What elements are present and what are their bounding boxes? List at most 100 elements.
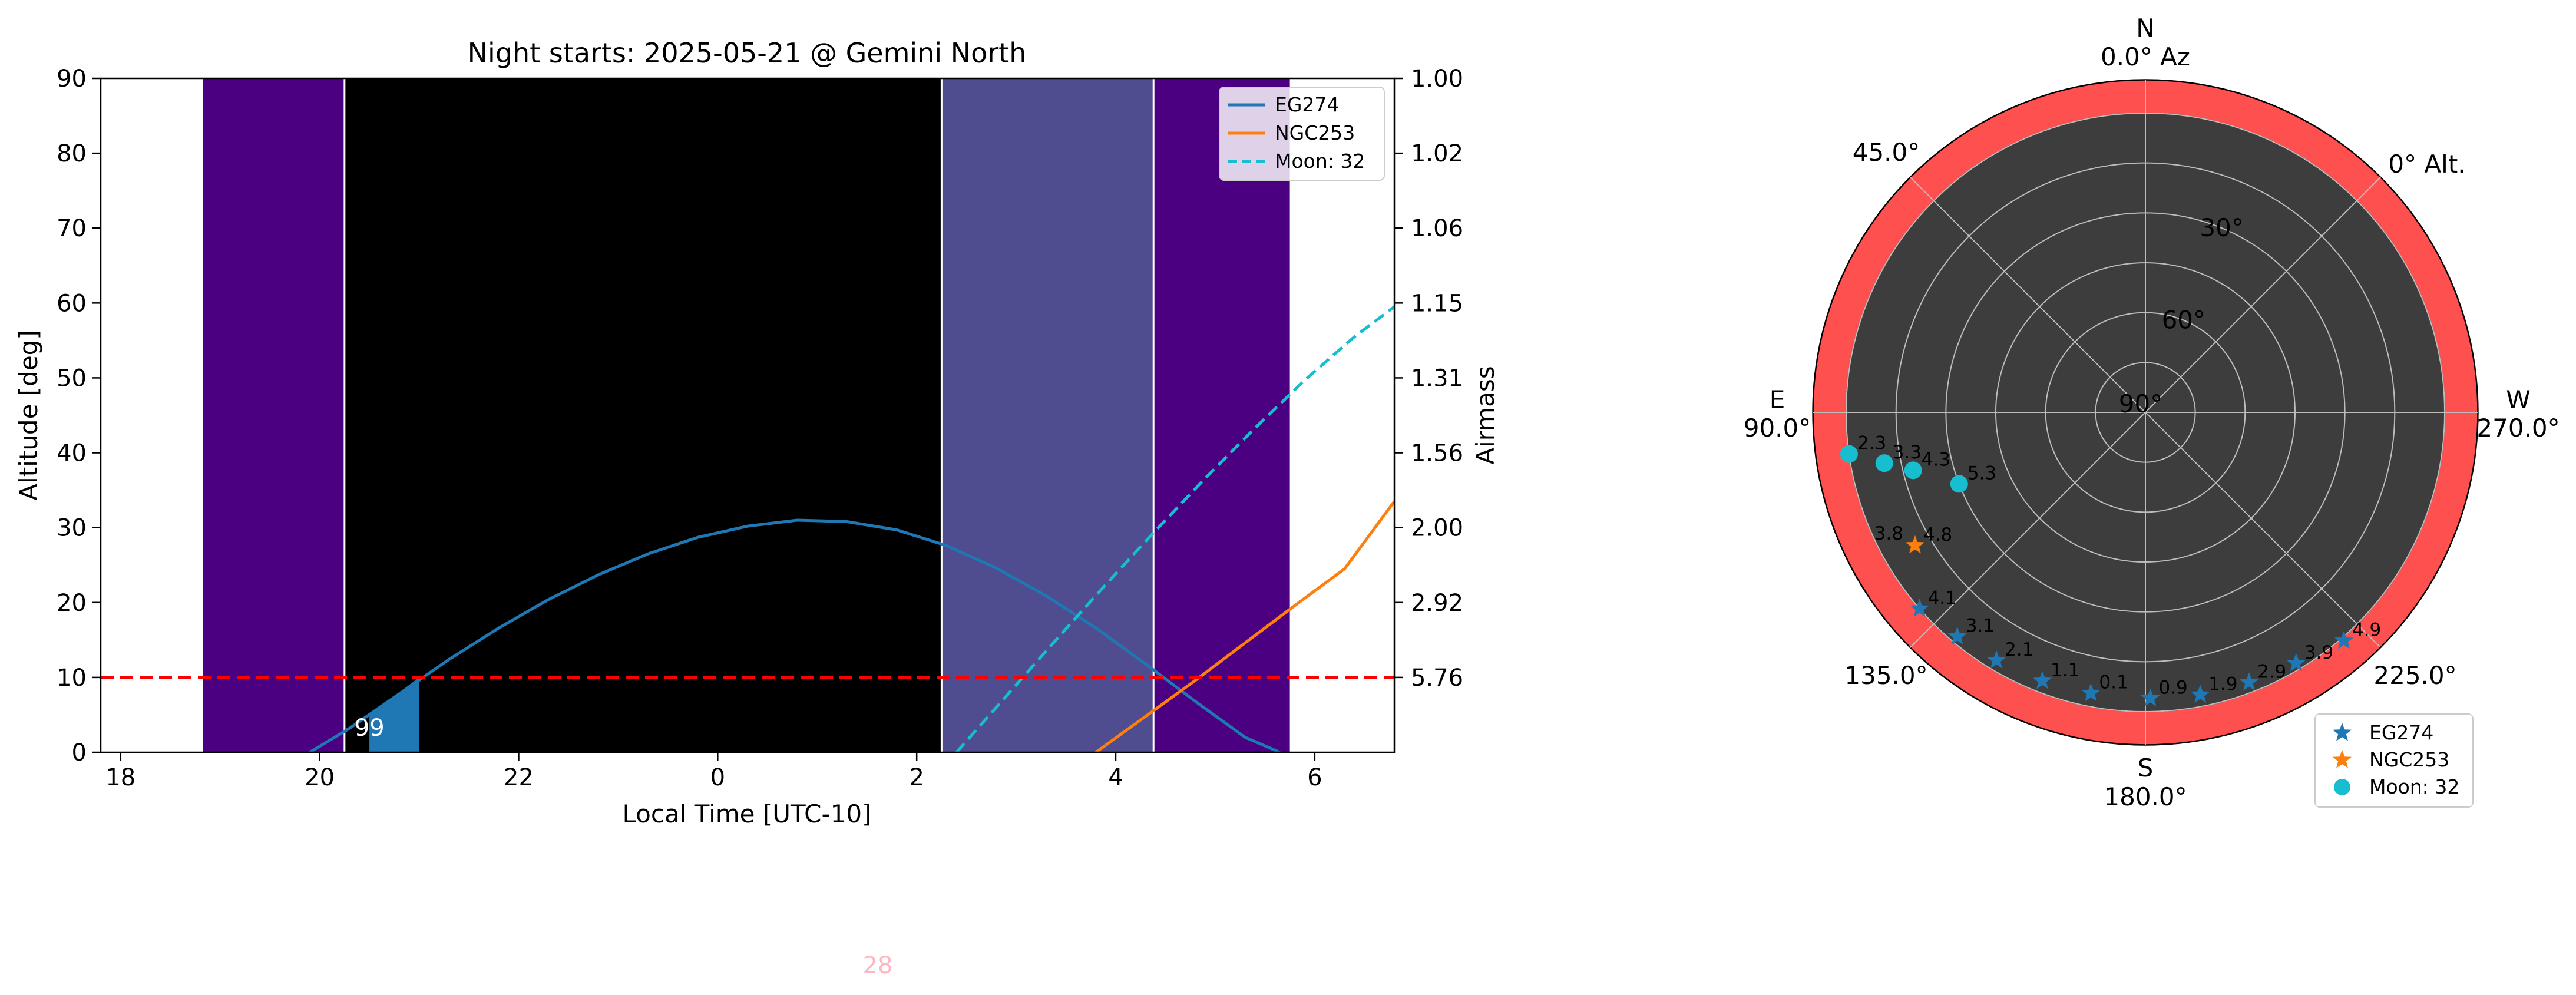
ring-label: 30° bbox=[2200, 213, 2243, 242]
point-label-eg274: 3.1 bbox=[1966, 616, 1995, 637]
x-axis-label: Local Time [UTC-10] bbox=[623, 799, 872, 828]
y-axis: 0 10 20 30 40 50 60 70 80 90 bbox=[57, 65, 101, 766]
stray-number-label: 28 bbox=[863, 952, 893, 979]
airmass-tick-label: 1.15 bbox=[1411, 290, 1463, 317]
legend-entry: EG274 bbox=[2369, 721, 2433, 744]
y-tick-label: 10 bbox=[57, 665, 87, 692]
legend-swatch bbox=[2334, 779, 2350, 795]
series-line-ngc253 bbox=[1094, 500, 1394, 752]
compass-south-az: 180.0° bbox=[2104, 782, 2187, 811]
point-label-ngc253: 4.8 bbox=[1923, 524, 1952, 546]
compass-north: N bbox=[2136, 14, 2154, 42]
point-label-eg274: 4.9 bbox=[2352, 620, 2381, 641]
observable-fill-shape bbox=[369, 677, 419, 752]
airmass-tick-label: 5.76 bbox=[1411, 665, 1463, 692]
compass-east: E bbox=[1770, 385, 1785, 414]
point-moon-32 bbox=[1950, 475, 1968, 493]
point-label-moon-32: 3.3 bbox=[1893, 442, 1922, 463]
point-label-eg274: 4.1 bbox=[1928, 587, 1957, 609]
airmass-axis: 5.76 2.92 2.00 1.56 1.31 1.15 1.06 1.02 1.00 bbox=[1394, 65, 1463, 692]
y-tick-label: 30 bbox=[57, 515, 87, 542]
twilight-band-0 bbox=[203, 78, 345, 752]
point-label-eg274: 3.9 bbox=[2304, 642, 2333, 663]
legend-entry: NGC253 bbox=[2369, 748, 2449, 771]
x-tick-label: 2 bbox=[909, 764, 924, 791]
twilight-bands bbox=[203, 78, 1290, 752]
point-label-eg274: 1.9 bbox=[2208, 673, 2237, 695]
point-label-eg274: 1.1 bbox=[2051, 660, 2079, 681]
x-tick-label: 0 bbox=[710, 764, 725, 791]
plot-frame bbox=[100, 77, 1396, 753]
airmass-tick-label: 1.02 bbox=[1411, 140, 1463, 167]
altitude-legend: EG274 NGC253 Moon: 32 bbox=[1219, 87, 1385, 181]
point-eg274 bbox=[1986, 650, 2006, 669]
y-tick-label: 20 bbox=[57, 590, 87, 617]
y-tick-label: 90 bbox=[57, 65, 87, 92]
point-eg274 bbox=[2190, 685, 2210, 703]
legend-swatch bbox=[2332, 723, 2352, 741]
ring-label: 90° bbox=[2119, 389, 2162, 418]
polar-labels: N 0.0° Az E 90.0° W 270.0° S 180.0° 45.0… bbox=[1744, 14, 2560, 811]
point-eg274 bbox=[2239, 672, 2259, 691]
point-eg274 bbox=[2141, 688, 2160, 707]
point-label-moon-32: 4.3 bbox=[1922, 449, 1950, 470]
legend-entry: Moon: 32 bbox=[2369, 775, 2459, 798]
point-label-eg274: 2.1 bbox=[2005, 639, 2033, 660]
twilight-band-1 bbox=[344, 78, 942, 752]
y-tick-label: 40 bbox=[57, 440, 87, 467]
point-label-eg274: 2.9 bbox=[2257, 661, 2286, 682]
compass-se-label: 135.0° bbox=[1844, 661, 1927, 690]
x-tick-label: 20 bbox=[305, 764, 335, 791]
observable-fill-label: 99 bbox=[355, 715, 385, 742]
airmass-tick-label: 1.31 bbox=[1411, 365, 1463, 392]
y-tick-label: 80 bbox=[57, 140, 87, 167]
azimuth-spoke bbox=[2145, 412, 2381, 648]
point-moon-32 bbox=[1875, 454, 1893, 472]
airmass-tick-label: 1.06 bbox=[1411, 215, 1463, 242]
series-line-eg274 bbox=[309, 518, 1281, 752]
point-eg274 bbox=[2032, 670, 2052, 689]
azimuth-spoke bbox=[2145, 177, 2381, 413]
x-tick-label: 18 bbox=[105, 764, 135, 791]
point-label-moon-32: 5.3 bbox=[1967, 462, 1996, 484]
point-eg274 bbox=[1947, 626, 1967, 645]
y-tick-label: 0 bbox=[72, 739, 87, 766]
point-ngc253 bbox=[1905, 535, 1925, 554]
polar-sky-chart: 30° 60° 90° 4.1 3.1 2.1 1.1 0.1 0.9 1.9 2.9 3.9 4.9… bbox=[1744, 14, 2560, 811]
x-tick-label: 22 bbox=[504, 764, 534, 791]
altitude-zero-label: 0° Alt. bbox=[2388, 150, 2465, 178]
azimuth-spoke bbox=[1910, 177, 2146, 413]
point-eg274 bbox=[2081, 683, 2101, 702]
twilight-band-2 bbox=[941, 78, 1154, 752]
polar-points: 4.1 3.1 2.1 1.1 0.1 0.9 1.9 2.9 3.9 4.9 4.8 3.8 2.3 3… bbox=[1840, 433, 2381, 707]
altitude-chart: Night starts: 2025-05-21 @ Gemini North … bbox=[14, 37, 1500, 828]
point-eg274 bbox=[2286, 653, 2306, 672]
airmass-tick-label: 1.56 bbox=[1411, 440, 1463, 467]
chart-title: Night starts: 2025-05-21 @ Gemini North bbox=[468, 37, 1027, 69]
compass-ne-label: 45.0° bbox=[1853, 138, 1920, 167]
x-tick-label: 4 bbox=[1108, 764, 1123, 791]
point-moon-32 bbox=[1840, 445, 1858, 463]
airmass-tick-label: 1.00 bbox=[1411, 65, 1463, 92]
legend-entry: EG274 bbox=[1275, 93, 1339, 116]
observable-fill-area bbox=[369, 677, 419, 752]
polar-legend: EG274 NGC253 Moon: 32 bbox=[2314, 713, 2474, 808]
series-lines bbox=[309, 305, 1394, 752]
point-label-moon-32: 2.3 bbox=[1857, 433, 1886, 454]
band-boundaries bbox=[343, 78, 1155, 752]
point-moon-32 bbox=[1904, 461, 1922, 480]
legend-box bbox=[1219, 87, 1385, 181]
compass-north-az: 0.0° Az bbox=[2101, 42, 2190, 71]
y-tick-label: 50 bbox=[57, 365, 87, 392]
x-axis: 18 20 22 0 2 4 6 bbox=[105, 752, 1322, 791]
airmass-tick-label: 2.92 bbox=[1411, 590, 1463, 617]
airmass-axis-label: Airmass bbox=[1471, 366, 1500, 464]
twilight-band-3 bbox=[1153, 78, 1290, 752]
point-eg274 bbox=[1910, 599, 1929, 617]
azimuth-spoke bbox=[1910, 412, 2146, 648]
series-line-moon-32 bbox=[955, 305, 1394, 752]
compass-east-az: 90.0° bbox=[1744, 414, 1811, 442]
legend-swatch bbox=[2332, 750, 2352, 768]
ring-label: 60° bbox=[2162, 306, 2205, 335]
legend-entry: Moon: 32 bbox=[1275, 150, 1365, 173]
